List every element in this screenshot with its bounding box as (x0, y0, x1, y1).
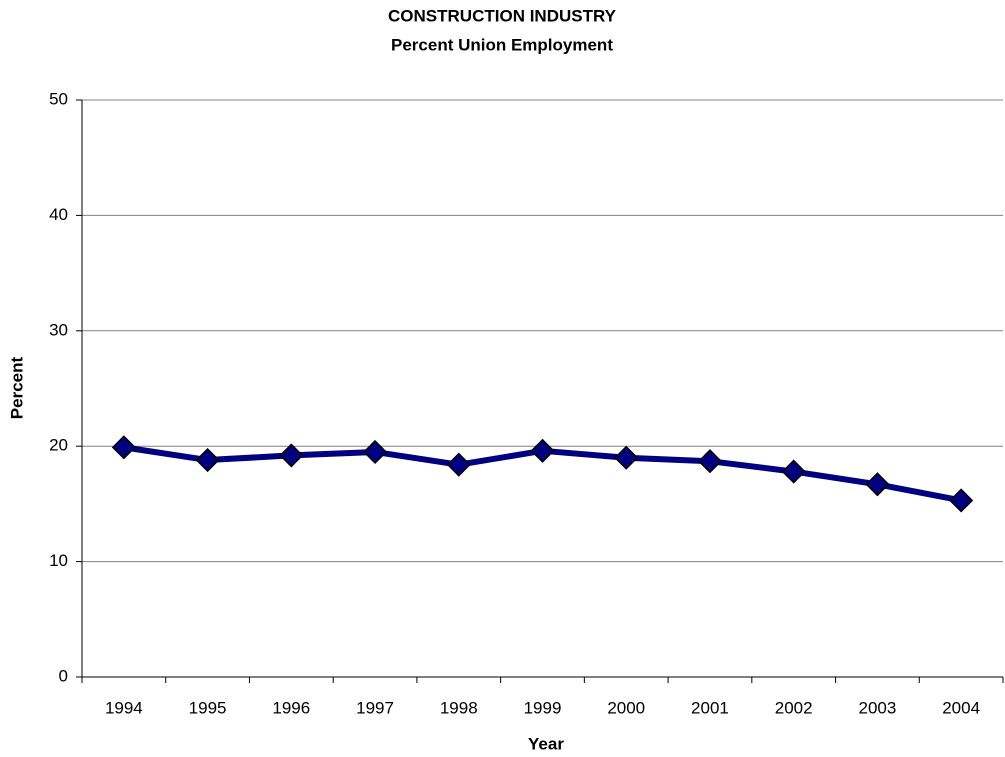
marker (446, 452, 471, 477)
y-tick-label: 20 (49, 436, 68, 455)
x-tick-label: 2004 (942, 698, 980, 717)
x-tick-label: 2002 (775, 698, 813, 717)
x-axis-title: Year (528, 734, 564, 753)
marker (865, 472, 890, 497)
x-tick-label: 1999 (524, 698, 562, 717)
y-tick-label: 50 (49, 89, 68, 108)
marker (362, 439, 388, 465)
marker (697, 449, 723, 474)
x-tick-label: 2001 (691, 698, 729, 717)
marker (614, 445, 639, 470)
marker (195, 447, 220, 473)
x-tick-label: 1994 (105, 698, 143, 717)
x-tick-label: 2003 (858, 698, 896, 717)
marker (530, 438, 555, 463)
marker (279, 443, 304, 468)
x-tick-label: 2000 (607, 698, 645, 717)
x-tick-label: 1998 (440, 698, 478, 717)
x-tick-label: 1996 (272, 698, 310, 717)
x-tick-label: 1995 (189, 698, 227, 717)
marker (949, 488, 974, 513)
x-tick-label: 1997 (356, 698, 394, 717)
marker (781, 459, 806, 484)
y-tick-label: 30 (49, 320, 68, 339)
y-tick-label: 40 (49, 205, 68, 224)
y-axis-title: Percent (7, 356, 26, 419)
chart-title: CONSTRUCTION INDUSTRY (388, 6, 617, 25)
y-tick-label: 0 (59, 666, 68, 685)
marker (111, 435, 136, 460)
y-tick-label: 10 (49, 551, 68, 570)
chart-subtitle: Percent Union Employment (391, 35, 613, 54)
